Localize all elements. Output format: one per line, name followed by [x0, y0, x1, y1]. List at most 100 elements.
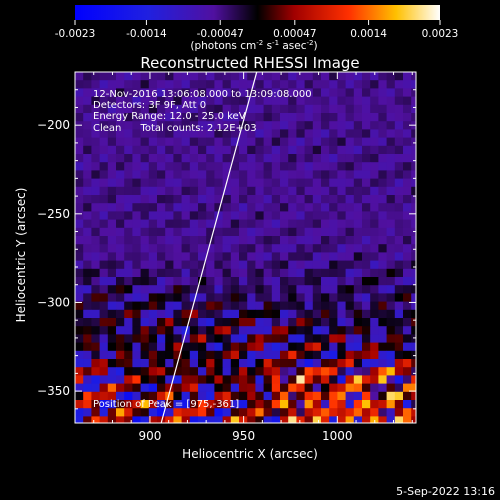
heatmap-cell [173, 80, 182, 89]
heatmap-cell [353, 236, 363, 245]
heatmap-cell [378, 88, 387, 97]
heatmap-cell [370, 359, 379, 368]
heatmap-cell [362, 211, 371, 220]
heatmap-cell [288, 137, 297, 147]
heatmap-cell [214, 326, 223, 335]
heatmap-cell [140, 170, 150, 179]
heatmap-cell [255, 88, 264, 97]
heatmap-cell [165, 211, 174, 220]
heatmap-cell [116, 400, 125, 409]
heatmap-cell [124, 268, 133, 278]
heatmap-cell [239, 334, 248, 343]
heatmap-cell [165, 96, 174, 106]
heatmap-cell [304, 186, 314, 196]
heatmap-cell [280, 121, 289, 130]
heatmap-cell [107, 391, 117, 401]
heatmap-cell [280, 137, 289, 147]
heatmap-cell [370, 211, 379, 220]
heatmap-cell [230, 113, 240, 122]
heatmap-cell [304, 129, 314, 138]
heatmap-cell [386, 260, 396, 270]
heatmap-cell [140, 408, 150, 417]
heatmap-cell [181, 244, 191, 253]
heatmap-cell [132, 375, 141, 384]
heatmap-cell [91, 72, 100, 81]
heatmap-cell [124, 195, 133, 204]
heatmap-cell [386, 334, 396, 343]
heatmap-cell [83, 236, 92, 245]
heatmap-cell [263, 252, 273, 261]
colorbar-unit-label: (photons cm-2 s-1 asec-2) [190, 39, 317, 52]
heatmap-cell [337, 318, 346, 327]
heatmap-cell [83, 211, 92, 220]
heatmap-cell [403, 145, 412, 155]
colorbar-tick-label: -0.0014 [126, 28, 167, 40]
heatmap-cell [140, 416, 150, 423]
heatmap-cell [173, 342, 182, 352]
heatmap-cell [75, 80, 84, 89]
heatmap-cell [140, 227, 150, 237]
heatmap-cell [124, 350, 133, 360]
heatmap-cell [345, 104, 355, 114]
heatmap-cell [411, 104, 416, 114]
heatmap-cell [394, 301, 404, 311]
heatmap-cell [304, 96, 314, 106]
heatmap-cell [116, 227, 125, 237]
heatmap-cell [83, 227, 92, 237]
heatmap-cell [247, 277, 256, 286]
heatmap-cell [296, 203, 305, 212]
heatmap-cell [263, 170, 273, 179]
heatmap-cell [189, 121, 199, 130]
heatmap-cell [132, 318, 141, 327]
heatmap-cell [189, 285, 199, 294]
heatmap-cell [132, 96, 141, 106]
heatmap-cell [75, 113, 84, 122]
heatmap-cell [329, 383, 338, 393]
heatmap-cell [247, 375, 256, 384]
heatmap-cell [148, 129, 158, 138]
heatmap-cell [181, 178, 191, 188]
heatmap-cell [288, 227, 297, 237]
heatmap-cell [337, 211, 346, 220]
heatmap-cell [140, 104, 150, 114]
heatmap-cell [337, 350, 346, 360]
heatmap-cell [99, 236, 109, 245]
heatmap-cell [230, 219, 240, 229]
heatmap-cell [206, 186, 215, 196]
heatmap-cell [230, 293, 240, 302]
heatmap-cell [132, 72, 141, 81]
heatmap-cell [107, 219, 117, 229]
heatmap-cell [140, 309, 150, 319]
heatmap-cell [321, 375, 330, 384]
heatmap-cell [173, 285, 182, 294]
heatmap-cell [394, 367, 404, 376]
heatmap-cell [394, 293, 404, 302]
heatmap-cell [370, 236, 379, 245]
heatmap-cell [83, 113, 92, 122]
heatmap-cell [75, 162, 84, 171]
heatmap-cell [296, 186, 305, 196]
heatmap-cell [271, 162, 281, 171]
heatmap-cell [222, 252, 232, 261]
heatmap-cell [91, 236, 100, 245]
heatmap-cell [214, 318, 223, 327]
heatmap-cell [239, 186, 248, 196]
heatmap-cell [214, 96, 223, 106]
heatmap-cell [230, 252, 240, 261]
heatmap-cell [99, 318, 109, 327]
heatmap-cell [312, 236, 322, 245]
heatmap-cell [124, 416, 133, 423]
heatmap-cell [173, 162, 182, 171]
heatmap-cell [312, 400, 322, 409]
heatmap-cell [165, 326, 174, 335]
heatmap-cell [288, 318, 297, 327]
heatmap-cell [304, 145, 314, 155]
heatmap-cell [198, 244, 207, 253]
heatmap-cell [329, 129, 338, 138]
heatmap-cell [394, 219, 404, 229]
heatmap-cell [263, 236, 273, 245]
heatmap-cell [222, 375, 232, 384]
heatmap-cell [75, 268, 84, 278]
heatmap-cell [394, 154, 404, 163]
heatmap-cell [116, 88, 125, 97]
